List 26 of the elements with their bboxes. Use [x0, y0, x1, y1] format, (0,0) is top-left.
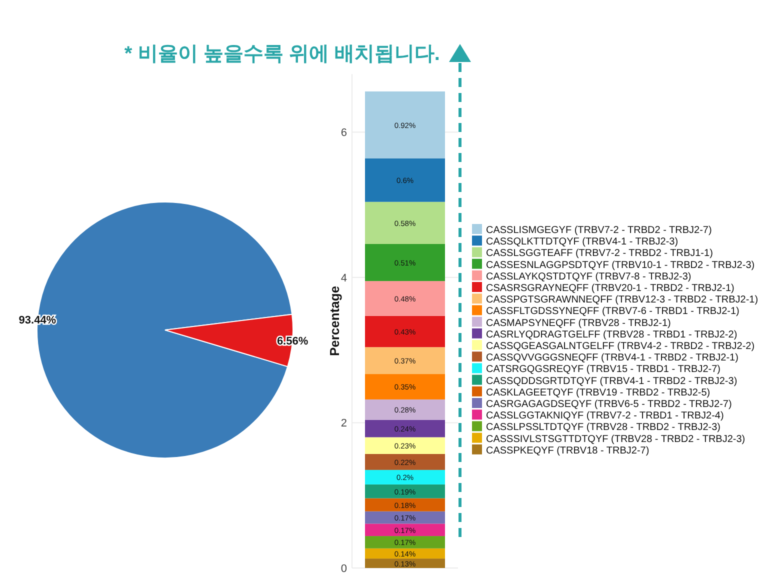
legend-label: CASRGAGAGDSEQYF (TRBV6-5 - TRBD2 - TRBJ2-7) — [486, 399, 732, 410]
legend-label: CSASRSGRAYNEQFF (TRBV20-1 - TRBD2 - TRBJ2-1) — [486, 283, 734, 294]
legend-label: CASSQVVGGGSNEQFF (TRBV4-1 - TRBD2 - TRBJ2-1) — [486, 352, 738, 364]
legend-label: CATSRGQGSREQYF (TRBV15 - TRBD1 - TRBJ2-7) — [486, 364, 720, 376]
legend-label: CASSQDDSGRTDTQYF (TRBV4-1 - TRBD2 - TRBJ2-3) — [486, 376, 738, 387]
legend-label: CASSLGGTAKNIQYF (TRBV7-2 - TRBD1 - TRBJ2-4) — [486, 410, 724, 422]
y-tick-label: 6 — [340, 127, 347, 140]
y-tick-label: 2 — [340, 418, 347, 430]
y-tick-label: 0 — [340, 563, 347, 575]
y-tick-label: 4 — [340, 272, 347, 284]
legend-label: CASSESNLAGGPSDTQYF (TRBV10-1 - TRBD2 - TRBJ2-3) — [486, 260, 755, 271]
legend-label: CASSFLTGDSSYNEQFF (TRBV7-6 - TRBD1 - TRBJ2-1) — [486, 306, 740, 318]
legend-label: CASSLSGGTEAFF (TRBV7-2 - TRBD2 - TRBJ1-1) — [486, 248, 713, 260]
legend-label: CASSQGEASGALNTGELFF (TRBV4-2 - TRBD2 - TRBJ2-2) — [486, 341, 755, 352]
legend-label: CASSPGTSGRAWNNEQFF (TRBV12-3 - TRBD2 - TRBJ2-1) — [486, 294, 758, 306]
y-axis-title: Percentage — [327, 286, 342, 356]
legend-label: CASSLPSSLTDTQYF (TRBV28 - TRBD2 - TRBJ2-3) — [486, 422, 720, 434]
legend-label: CASKLAGEETQYF (TRBV19 - TRBD2 - TRBJ2-5) — [486, 387, 710, 398]
legend-label: CASSLAYKQSTDTQYF (TRBV7-8 - TRBJ2-3) — [486, 271, 692, 282]
legend-label: CASSSIVLSTSGTTDTQYF (TRBV28 - TRBD2 - TRBJ2-3) — [486, 434, 746, 445]
legend-label: CASRLYQDRAGTGELFF (TRBV28 - TRBD1 - TRBJ2-2) — [486, 329, 738, 340]
legend-label: CASSQLKTTDTQYF (TRBV4-1 - TRBJ2-3) — [486, 236, 678, 248]
legend-label: CASSLISMGEGYF (TRBV7-2 - TRBD2 - TRBJ2-7) — [486, 225, 712, 236]
legend-label: CASMAPSYNEQFF (TRBV28 - TRBJ2-1) — [486, 318, 671, 329]
legend-label: CASSPKEQYF (TRBV18 - TRBJ2-7) — [486, 445, 650, 456]
text: * 비율이 높을수록 위에 배치됩니다. — [124, 43, 440, 65]
